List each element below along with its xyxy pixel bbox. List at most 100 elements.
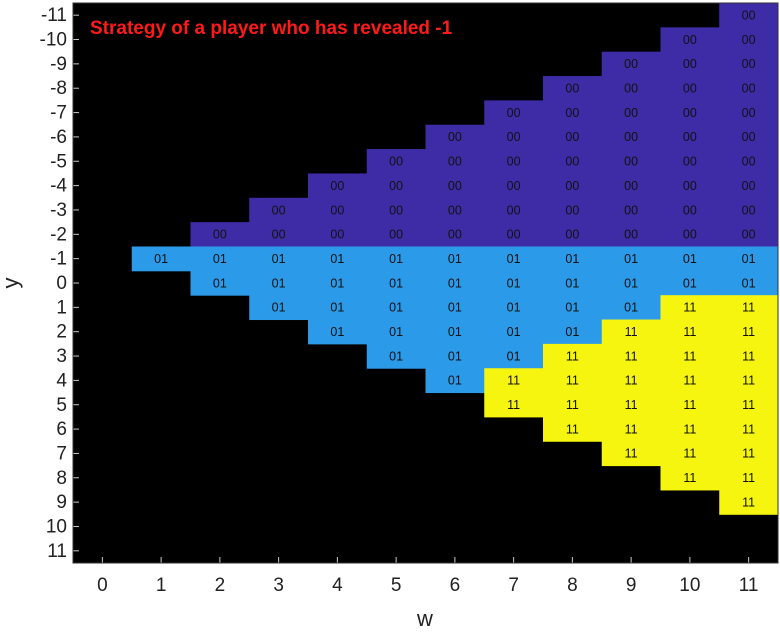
cell-label: 01 <box>389 325 403 339</box>
cell <box>484 149 544 174</box>
cell <box>249 197 309 223</box>
cell <box>660 173 720 199</box>
cell <box>543 343 603 369</box>
cell <box>601 100 661 126</box>
cell <box>660 368 720 394</box>
cell-label: 01 <box>389 276 403 290</box>
cell-label: 11 <box>742 325 755 339</box>
y-tick-label: 8 <box>56 468 67 489</box>
cell-label: 11 <box>683 374 696 388</box>
cell-label: 00 <box>448 179 462 193</box>
cell-label: 00 <box>330 179 344 193</box>
cell-label: 01 <box>507 325 521 339</box>
cell <box>660 295 720 321</box>
cell <box>719 441 779 467</box>
cell-label: 01 <box>507 276 521 290</box>
cell-label: 01 <box>448 349 462 363</box>
cell <box>308 246 368 272</box>
cell-label: 00 <box>624 130 638 144</box>
cell <box>425 295 485 321</box>
y-tick-label: 7 <box>56 443 67 464</box>
cell <box>601 343 661 369</box>
cell <box>366 197 426 223</box>
cell-label: 11 <box>625 447 638 461</box>
cell-label: 00 <box>565 179 579 193</box>
cell <box>366 343 426 369</box>
cell-label: 01 <box>330 301 344 315</box>
y-tick-label: -1 <box>50 249 67 270</box>
cell-label: 00 <box>683 203 697 217</box>
x-tick-label: 0 <box>97 575 108 596</box>
cell-label: 00 <box>683 106 697 120</box>
cell-label: 11 <box>625 349 638 363</box>
x-tick-label: 9 <box>626 575 637 596</box>
x-tick-label: 11 <box>739 575 759 596</box>
cell-label: 01 <box>565 301 579 315</box>
cell <box>601 368 661 394</box>
cell <box>249 295 309 321</box>
cell <box>308 270 368 296</box>
cell <box>366 222 426 247</box>
cell-label: 01 <box>448 325 462 339</box>
cell <box>366 295 426 321</box>
cell <box>601 416 661 442</box>
cell-label: 00 <box>330 203 344 217</box>
cell <box>249 270 309 296</box>
cell-label: 11 <box>566 422 579 436</box>
cell <box>366 173 426 199</box>
cell <box>660 27 720 53</box>
cell <box>601 173 661 199</box>
cell <box>366 319 426 345</box>
y-axis-label: y <box>0 278 23 289</box>
cell-label: 00 <box>624 57 638 71</box>
cell-label: 11 <box>683 301 696 315</box>
cell <box>131 246 191 272</box>
cell-label: 11 <box>507 374 520 388</box>
cell <box>601 270 661 296</box>
cell-label: 11 <box>683 471 696 485</box>
y-tick-label: 0 <box>56 273 67 294</box>
cell-label: 00 <box>742 155 756 169</box>
cell <box>484 222 544 247</box>
cell-label: 01 <box>448 276 462 290</box>
cell-label: 00 <box>272 228 286 242</box>
cell <box>543 368 603 394</box>
cell <box>366 149 426 174</box>
cell <box>660 51 720 77</box>
y-tick-label: 2 <box>56 322 67 343</box>
cell-label: 00 <box>683 130 697 144</box>
cell-label: 00 <box>742 82 756 96</box>
cell-label: 00 <box>389 179 403 193</box>
cell-label: 11 <box>742 471 755 485</box>
x-tick-label: 7 <box>508 575 519 596</box>
cell-label: 00 <box>330 228 344 242</box>
cell <box>425 149 485 174</box>
cell-label: 01 <box>389 349 403 363</box>
cell <box>543 416 603 442</box>
cell <box>601 392 661 418</box>
cell-label: 11 <box>566 398 579 412</box>
cell-label: 00 <box>507 228 521 242</box>
cell <box>425 197 485 223</box>
cell <box>660 441 720 467</box>
cell <box>719 76 779 101</box>
y-tick-label: 4 <box>56 370 67 391</box>
cell-label: 00 <box>507 130 521 144</box>
cell-label: 11 <box>566 349 579 363</box>
cell <box>543 173 603 199</box>
x-tick-label: 6 <box>450 575 461 596</box>
cell-label: 11 <box>683 447 696 461</box>
cell <box>425 343 485 369</box>
cell <box>484 343 544 369</box>
cell <box>719 295 779 321</box>
cell <box>719 343 779 369</box>
y-tick-label: 6 <box>56 419 67 440</box>
cell-label: 11 <box>625 374 638 388</box>
cell <box>484 368 544 394</box>
cell-label: 01 <box>330 325 344 339</box>
cell-label: 00 <box>624 155 638 169</box>
cell <box>366 246 426 272</box>
y-tick-label: 3 <box>56 346 67 367</box>
cell <box>543 270 603 296</box>
cell-label: 00 <box>742 8 756 22</box>
